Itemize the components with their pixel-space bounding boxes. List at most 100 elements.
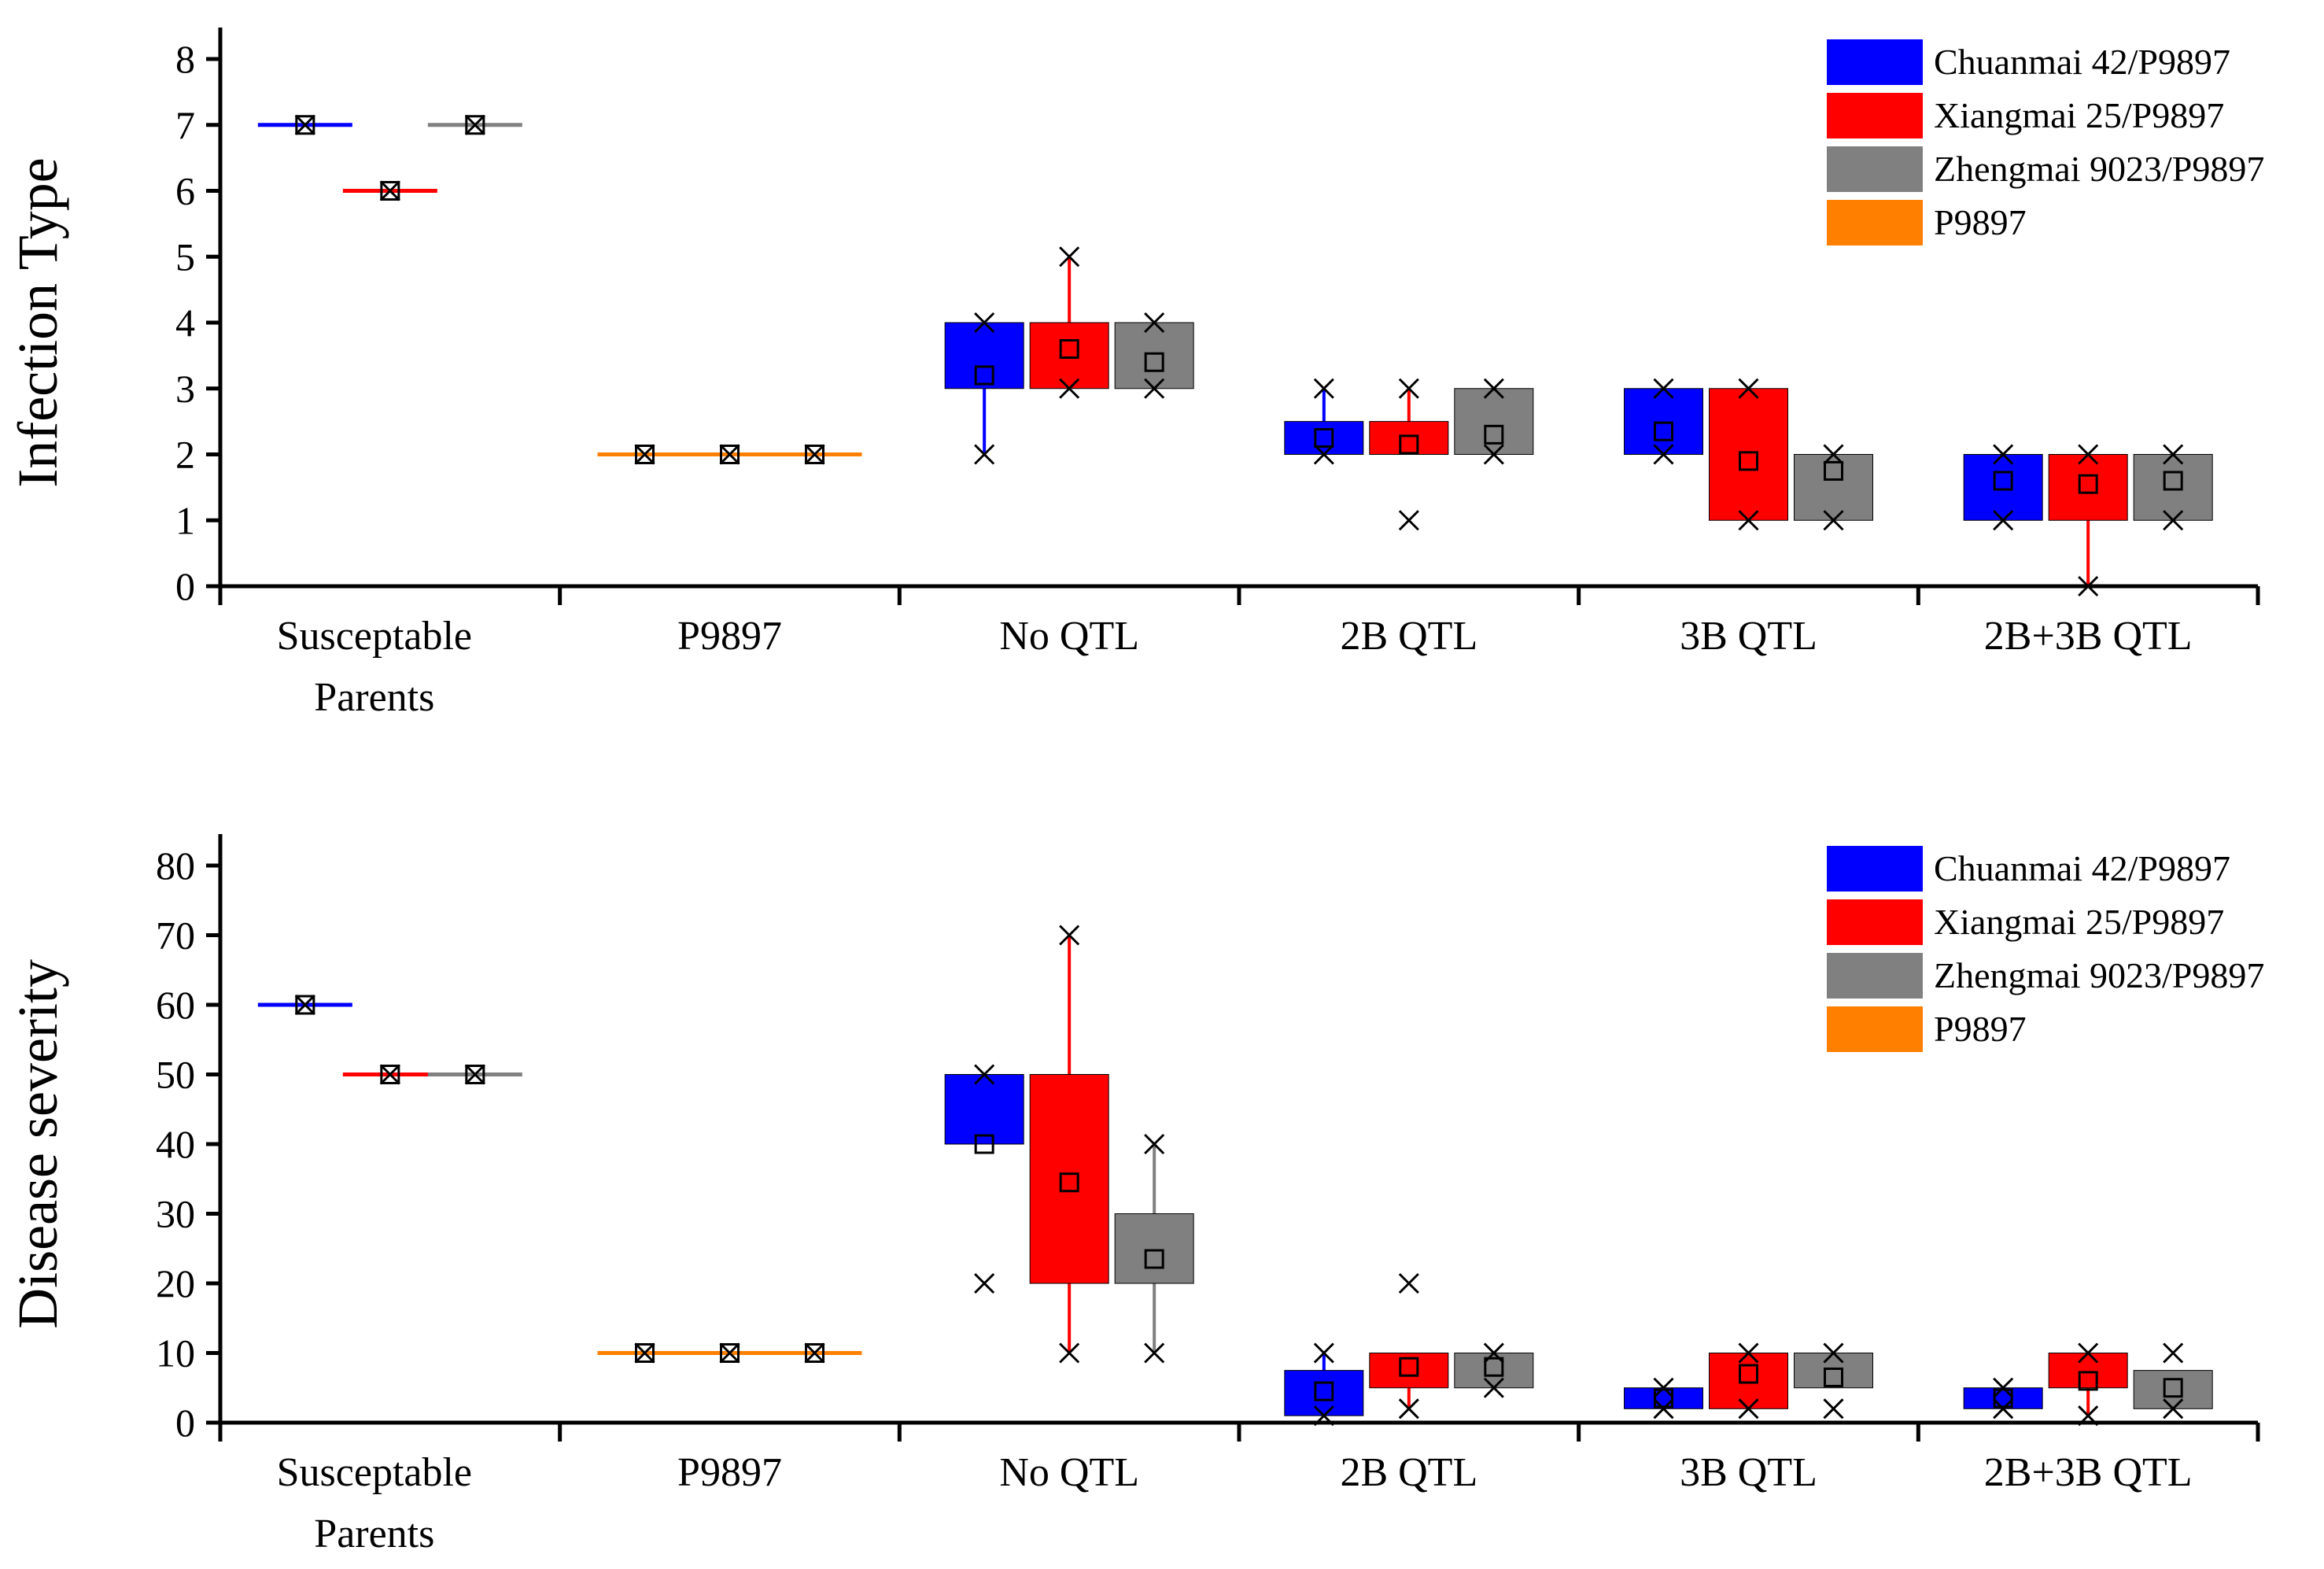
- max-marker: [1144, 312, 1165, 334]
- mean-marker: [1824, 460, 1843, 481]
- box-rect: [1794, 454, 1873, 521]
- min-marker: [1823, 510, 1844, 531]
- mean-marker: [1824, 1367, 1843, 1387]
- mean-marker: [1399, 434, 1419, 455]
- mean-marker: [1654, 421, 1673, 441]
- y-tick-label: 10: [156, 1331, 195, 1375]
- min-marker: [1144, 1342, 1165, 1364]
- box-rect: [1029, 1074, 1109, 1284]
- mean-marker: [295, 995, 315, 1015]
- legend-swatch: [1827, 200, 1923, 246]
- max-marker: [1993, 1377, 2014, 1398]
- mean-marker: [720, 445, 740, 464]
- mean-marker: [2078, 474, 2098, 494]
- box-rect: [1284, 1370, 1364, 1416]
- box-0-0: [257, 114, 352, 135]
- y-tick-label: 60: [156, 983, 195, 1027]
- mean-marker: [1484, 1357, 1504, 1377]
- box-1-0: [597, 444, 692, 465]
- max-marker: [1738, 1342, 1759, 1364]
- legend-swatch: [1827, 953, 1923, 999]
- y-tick-label: 8: [175, 37, 195, 81]
- box-5-2: [2133, 1342, 2213, 1419]
- chart-panel-1: 0 10 20 30 40 50 60 70 80 Susceptable Parents P9897…: [6, 834, 2264, 1556]
- max-marker: [1313, 1342, 1334, 1364]
- min-marker: [379, 180, 400, 201]
- box-rect: [1284, 421, 1364, 455]
- y-tick-label: 3: [175, 367, 195, 411]
- box-3-0: [1284, 378, 1364, 465]
- x-tick-label-line: 2B+3B QTL: [1984, 614, 2193, 659]
- x-tick-label-line: 2B+3B QTL: [1984, 1450, 2193, 1495]
- max-marker: [1144, 1133, 1165, 1155]
- mean-marker: [1739, 451, 1758, 471]
- min-marker: [1313, 1405, 1334, 1427]
- y-tick-label: 80: [156, 844, 195, 888]
- min-marker: [1653, 444, 1674, 465]
- min-marker: [1993, 1398, 2014, 1419]
- legend-label: Zhengmai 9023/P9897: [1934, 955, 2264, 995]
- min-marker: [1398, 1398, 1419, 1419]
- max-marker: [2078, 444, 2099, 465]
- box-2-1: [1029, 246, 1109, 399]
- x-tick-label: 3B QTL: [1680, 614, 1817, 659]
- legend-swatch: [1827, 39, 1923, 85]
- max-marker: [1059, 925, 1080, 946]
- x-tick-label: 2B QTL: [1340, 614, 1477, 659]
- mean-marker: [380, 181, 400, 201]
- box-2-2: [1114, 1133, 1194, 1364]
- legend-label: Chuanmai 42/P9897: [1934, 42, 2230, 82]
- min-marker: [1738, 510, 1759, 531]
- x-tick-label-line: No QTL: [999, 1450, 1139, 1495]
- max-marker: [1059, 246, 1080, 268]
- legend-label: Xiangmai 25/P9897: [1934, 95, 2224, 135]
- box-0-1: [342, 180, 437, 201]
- box-rect: [1114, 322, 1194, 389]
- box-4-1: [1709, 378, 1788, 531]
- mean-marker: [635, 445, 655, 464]
- legend-label: P9897: [1934, 202, 2027, 242]
- y-tick-label: 40: [156, 1122, 195, 1166]
- legend-item: P9897: [1827, 1006, 2027, 1052]
- min-marker: [1993, 510, 2014, 531]
- box-3-1: [1369, 378, 1449, 531]
- box-0-1: [342, 1064, 437, 1085]
- mean-marker: [1993, 1388, 2013, 1408]
- mean-marker: [2163, 1378, 2183, 1398]
- min-marker: [1738, 1398, 1759, 1419]
- box-rect: [1794, 1353, 1873, 1389]
- y-tick-label: 7: [175, 103, 195, 147]
- box-rect: [2133, 1370, 2213, 1409]
- box-rect: [1454, 388, 1534, 455]
- box-rect: [2133, 454, 2213, 521]
- min-marker: [974, 444, 995, 465]
- min-marker: [379, 1064, 400, 1085]
- min-marker: [634, 444, 655, 465]
- box-rect: [2048, 1353, 2128, 1389]
- x-tick-label: P9897: [677, 614, 782, 659]
- box-4-2: [1794, 444, 1873, 531]
- max-marker: [1398, 1272, 1419, 1294]
- box-rect: [1709, 388, 1788, 521]
- box-2-1: [1029, 925, 1109, 1364]
- legend-item: Zhengmai 9023/P9897: [1827, 953, 2264, 999]
- x-tick-label: 3B QTL: [1680, 1450, 1817, 1495]
- x-tick-label-line: 2B QTL: [1340, 1450, 1477, 1495]
- x-tick-label-line: No QTL: [999, 614, 1139, 659]
- box-3-2: [1454, 378, 1534, 465]
- legend-swatch: [1827, 899, 1923, 945]
- y-tick-label: 20: [156, 1261, 195, 1305]
- min-marker: [1398, 510, 1419, 531]
- min-marker: [464, 1064, 485, 1085]
- min-marker: [294, 994, 315, 1016]
- max-marker: [1993, 444, 2014, 465]
- box-1-0: [597, 1342, 692, 1364]
- box-rect: [1029, 322, 1109, 389]
- min-marker: [2078, 1405, 2099, 1427]
- y-tick-label: 0: [175, 564, 195, 608]
- max-marker: [974, 312, 995, 334]
- legend-item: Xiangmai 25/P9897: [1827, 899, 2224, 945]
- box-3-0: [1284, 1342, 1364, 1427]
- mean-marker: [1144, 1249, 1164, 1269]
- legend-label: Chuanmai 42/P9897: [1934, 848, 2230, 888]
